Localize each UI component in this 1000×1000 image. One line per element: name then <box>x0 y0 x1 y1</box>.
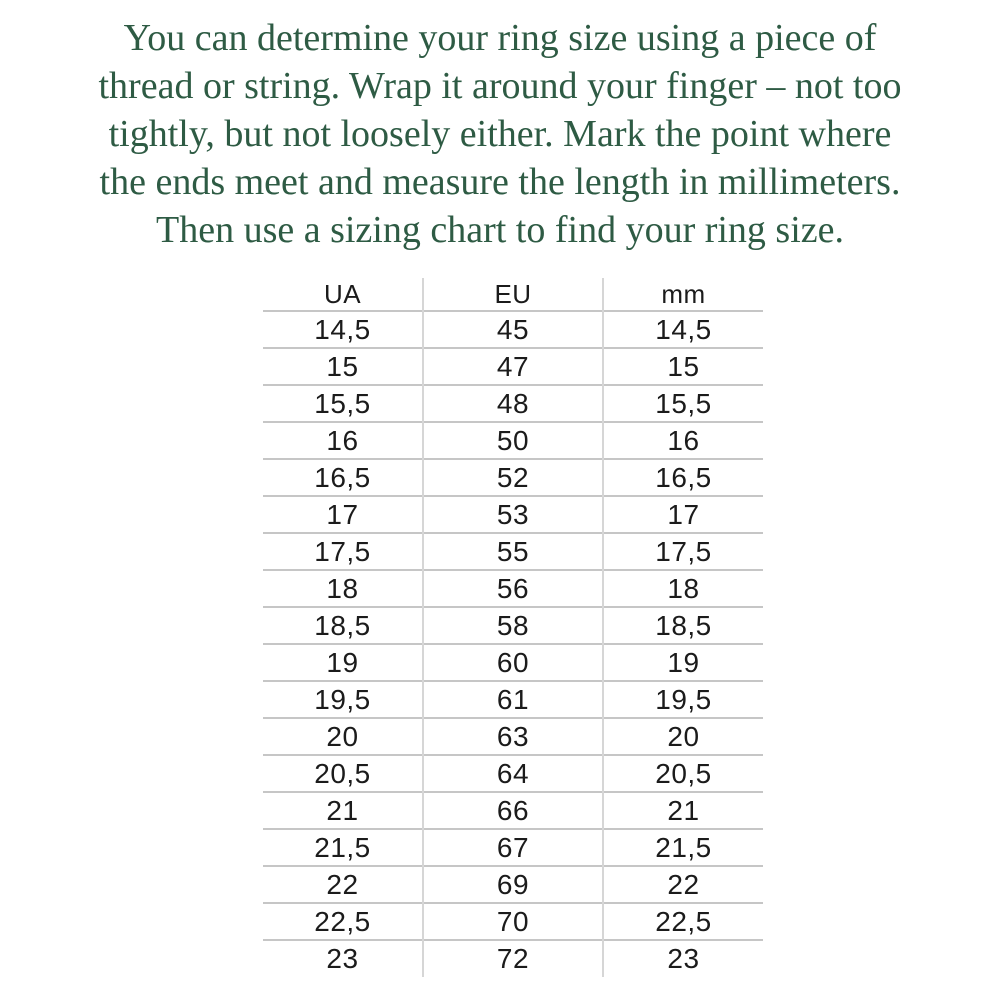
table-cell: 18,5 <box>655 609 712 641</box>
table-cell: 20 <box>326 720 359 752</box>
table-cell: 21 <box>667 794 700 826</box>
table-row: 15,5 48 15,5 <box>263 385 763 422</box>
table-cell: 22,5 <box>655 905 712 937</box>
table-cell: 67 <box>422 829 604 866</box>
table-cell: 17 <box>667 498 700 530</box>
table-cell: 66 <box>422 792 604 829</box>
table-cell: 56 <box>422 570 604 607</box>
table-row: 16 50 16 <box>263 422 763 459</box>
table-header: UA EU mm <box>263 278 763 311</box>
instructions-line: the ends meet and measure the length in … <box>99 161 901 203</box>
table-cell: 23 <box>326 943 359 974</box>
table-row: 15 47 15 <box>263 348 763 385</box>
table-cell: 19,5 <box>655 683 712 715</box>
table-cell: 18 <box>667 572 700 604</box>
table-cell: 16,5 <box>314 461 371 493</box>
table-row: 23 72 23 <box>263 940 763 977</box>
table-row: 22 69 22 <box>263 866 763 903</box>
table-cell: 53 <box>422 496 604 533</box>
table-cell: 45 <box>422 311 604 348</box>
table-cell: 18,5 <box>314 609 371 641</box>
table-cell: 19 <box>326 646 359 678</box>
table-cell: 47 <box>422 348 604 385</box>
table-cell: 17,5 <box>655 535 712 567</box>
table-cell: 20,5 <box>314 757 371 789</box>
instructions-line: tightly, but not loosely either. Mark th… <box>108 113 892 155</box>
table-row: 16,5 52 16,5 <box>263 459 763 496</box>
table-cell: 19 <box>667 646 700 678</box>
table-cell: 50 <box>422 422 604 459</box>
column-header-mm: mm <box>661 278 706 309</box>
table-cell: 21,5 <box>655 831 712 863</box>
table-row: 21,5 67 21,5 <box>263 829 763 866</box>
table-cell: 55 <box>422 533 604 570</box>
table-cell: 21,5 <box>314 831 371 863</box>
table-row: 18 56 18 <box>263 570 763 607</box>
table-row: 17,5 55 17,5 <box>263 533 763 570</box>
table-row: 20,5 64 20,5 <box>263 755 763 792</box>
table-cell: 60 <box>422 644 604 681</box>
table-cell: 22 <box>326 868 359 900</box>
table-cell: 17 <box>326 498 359 530</box>
table-row: 21 66 21 <box>263 792 763 829</box>
table-cell: 16,5 <box>655 461 712 493</box>
table-cell: 18 <box>326 572 359 604</box>
table-cell: 22,5 <box>314 905 371 937</box>
table-cell: 15 <box>326 350 359 382</box>
table-cell: 15,5 <box>655 387 712 419</box>
ring-size-chart-table: UA EU mm 14,5 45 14,5 15 47 15 15,5 48 15,5 16 50 16 1… <box>263 278 763 977</box>
table-cell: 58 <box>422 607 604 644</box>
table-cell: 48 <box>422 385 604 422</box>
table-row: 18,5 58 18,5 <box>263 607 763 644</box>
table-cell: 21 <box>326 794 359 826</box>
table-cell: 22 <box>667 868 700 900</box>
table-row: 19 60 19 <box>263 644 763 681</box>
table-row: 20 63 20 <box>263 718 763 755</box>
table-row: 14,5 45 14,5 <box>263 311 763 348</box>
table-cell: 64 <box>422 755 604 792</box>
table-cell: 69 <box>422 866 604 903</box>
table-cell: 20 <box>667 720 700 752</box>
table-cell: 15 <box>667 350 700 382</box>
header-row: UA EU mm <box>263 278 763 311</box>
table-cell: 14,5 <box>314 313 371 345</box>
table-cell: 14,5 <box>655 313 712 345</box>
table-cell: 15,5 <box>314 387 371 419</box>
table-body: 14,5 45 14,5 15 47 15 15,5 48 15,5 16 50 16 16,5 52 16… <box>263 311 763 977</box>
table-row: 17 53 17 <box>263 496 763 533</box>
table-cell: 23 <box>667 943 700 974</box>
table-cell: 52 <box>422 459 604 496</box>
table-cell: 16 <box>667 424 700 456</box>
table-cell: 63 <box>422 718 604 755</box>
table-cell: 19,5 <box>314 683 371 715</box>
table-row: 22,5 70 22,5 <box>263 903 763 940</box>
column-header-ua: UA <box>323 278 362 309</box>
table-cell: 16 <box>326 424 359 456</box>
column-header-eu: EU <box>422 278 604 311</box>
table-cell: 72 <box>422 940 604 977</box>
table-row: 19,5 61 19,5 <box>263 681 763 718</box>
table-cell: 17,5 <box>314 535 371 567</box>
table-cell: 70 <box>422 903 604 940</box>
instructions-line: Then use a sizing chart to find your rin… <box>155 209 845 251</box>
table-cell: 20,5 <box>655 757 712 789</box>
table-cell: 61 <box>422 681 604 718</box>
instructions-text: You can determine your ring size using a… <box>0 0 1000 254</box>
instructions-line: You can determine your ring size using a… <box>123 17 877 59</box>
instructions-line: thread or string. Wrap it around your fi… <box>98 65 902 107</box>
